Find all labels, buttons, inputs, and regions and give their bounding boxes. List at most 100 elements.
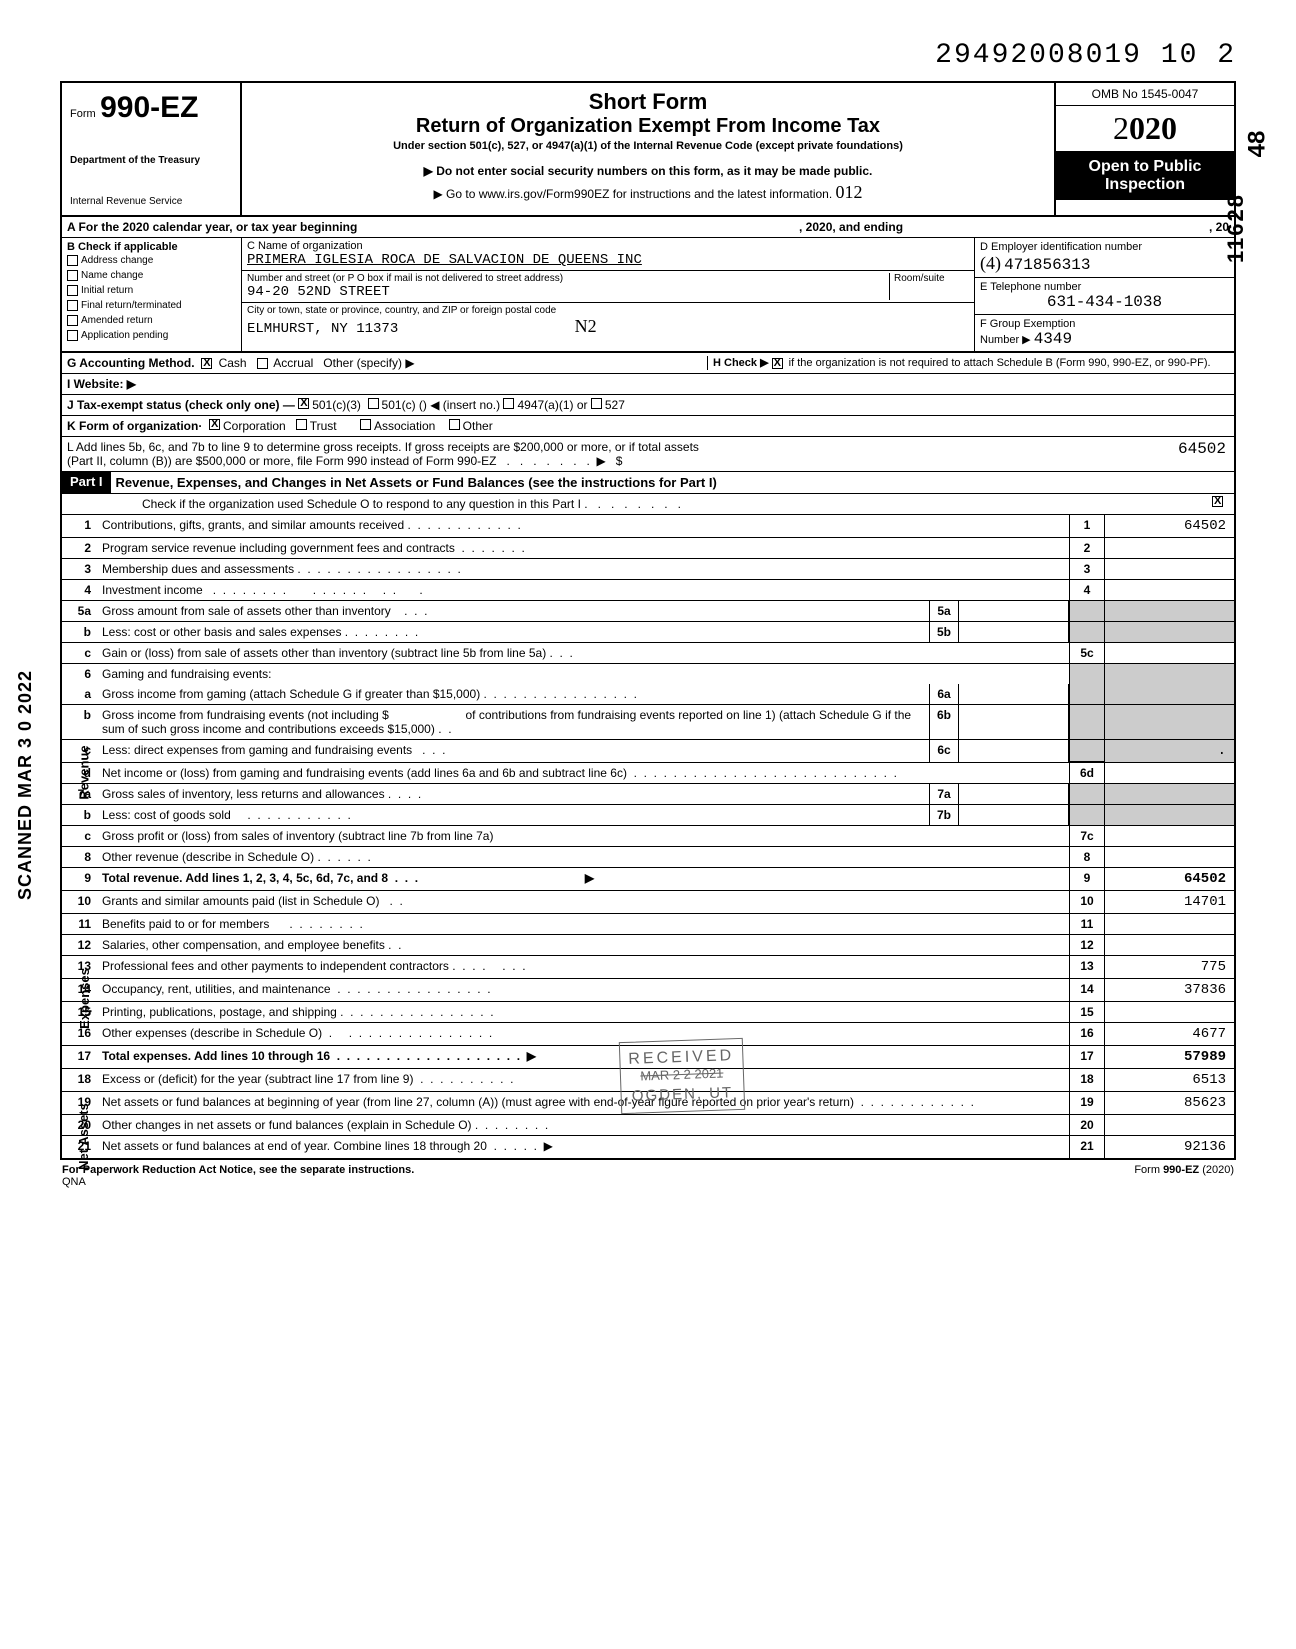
amt-4	[1104, 580, 1234, 600]
omb-number: OMB No 1545-0047	[1056, 83, 1234, 106]
check-address-change[interactable]	[67, 255, 78, 266]
check-527[interactable]	[591, 398, 602, 409]
check-schedule-o[interactable]	[1212, 496, 1223, 507]
k-label: K Form of organization·	[67, 419, 202, 433]
vert-num: 11628	[1223, 193, 1249, 263]
l-text1: L Add lines 5b, 6c, and 7b to line 9 to …	[67, 440, 1099, 454]
check-trust[interactable]	[296, 419, 307, 430]
line-6d: Net income or (loss) from gaming and fun…	[97, 763, 1069, 783]
line-7b: Less: cost of goods sold . . . . . . . .…	[97, 805, 929, 825]
line-9: Total revenue. Add lines 1, 2, 3, 4, 5c,…	[97, 868, 1069, 890]
check-h[interactable]	[772, 358, 783, 369]
ein-hand: (4)	[980, 253, 1001, 273]
line-5c: Gain or (loss) from sale of assets other…	[97, 643, 1069, 663]
netassets-label: Net Assets	[76, 1103, 91, 1170]
line-21: Net assets or fund balances at end of ye…	[97, 1136, 1069, 1158]
amt-5c	[1104, 643, 1234, 663]
goto-link: ▶ Go to www.irs.gov/Form990EZ for instru…	[250, 182, 1046, 203]
part1-check-text: Check if the organization used Schedule …	[62, 494, 1204, 514]
check-501c[interactable]	[368, 398, 379, 409]
line-15: Printing, publications, postage, and shi…	[97, 1002, 1069, 1022]
part1-label: Part I	[62, 472, 111, 493]
vert-48: 48	[1244, 131, 1272, 158]
check-name-change[interactable]	[67, 270, 78, 281]
d-label: D Employer identification number	[980, 241, 1229, 253]
amt-8	[1104, 847, 1234, 867]
check-amended-return[interactable]	[67, 315, 78, 326]
tax-year: 2020	[1056, 106, 1234, 152]
part1-title: Revenue, Expenses, and Changes in Net As…	[111, 472, 722, 493]
a-mid: , 2020, and ending	[799, 220, 903, 234]
line-7a: Gross sales of inventory, less returns a…	[97, 784, 929, 804]
line-10: Grants and similar amounts paid (list in…	[97, 891, 1069, 913]
line-5a: Gross amount from sale of assets other t…	[97, 601, 929, 621]
dept1: Department of the Treasury	[70, 155, 232, 166]
check-cash[interactable]	[201, 358, 212, 369]
line-14: Occupancy, rent, utilities, and maintena…	[97, 979, 1069, 1001]
l-amount: 64502	[1104, 437, 1234, 471]
i-label: I Website: ▶	[67, 377, 136, 391]
check-other[interactable]	[449, 419, 460, 430]
amt-6d	[1104, 763, 1234, 783]
amt-2	[1104, 538, 1234, 558]
line-6c: Less: direct expenses from gaming and fu…	[97, 740, 929, 762]
line-17: Total expenses. Add lines 10 through 16 …	[97, 1046, 1069, 1068]
check-application-pending[interactable]	[67, 330, 78, 341]
paperwork-notice: For Paperwork Reduction Act Notice, see …	[62, 1164, 414, 1176]
line-11: Benefits paid to or for members . . . . …	[97, 914, 1069, 934]
amt-9: 64502	[1104, 868, 1234, 890]
form-number: 990-EZ	[100, 91, 198, 124]
amt-7c	[1104, 826, 1234, 846]
amt-3	[1104, 559, 1234, 579]
h-text: if the organization is not required to a…	[789, 357, 1211, 369]
street-address: 94-20 52ND STREET	[247, 284, 889, 300]
line-19: Net assets or fund balances at beginning…	[97, 1092, 1069, 1114]
ssn-warning: ▶ Do not enter social security numbers o…	[250, 164, 1046, 178]
room-label: Room/suite	[894, 273, 969, 284]
a-label: A For the 2020 calendar year, or tax yea…	[67, 220, 357, 234]
l-text2: (Part II, column (B)) are $500,000 or mo…	[67, 454, 497, 468]
line-12: Salaries, other compensation, and employ…	[97, 935, 1069, 955]
return-title: Return of Organization Exempt From Incom…	[250, 115, 1046, 138]
scanned-stamp: SCANNED MAR 3 0 2022	[15, 670, 36, 900]
short-form-title: Short Form	[250, 89, 1046, 115]
line-18: Excess or (deficit) for the year (subtra…	[97, 1069, 1069, 1091]
check-accrual[interactable]	[257, 358, 268, 369]
amt-14: 37836	[1104, 979, 1234, 1001]
amt-19: 85623	[1104, 1092, 1234, 1114]
amt-12	[1104, 935, 1234, 955]
c-label: C Name of organization	[247, 240, 969, 252]
check-final-return[interactable]	[67, 300, 78, 311]
g-label: G Accounting Method.	[67, 356, 195, 370]
revenue-label: Revenue	[77, 745, 92, 799]
line-2: Program service revenue including govern…	[97, 538, 1069, 558]
phone: 631-434-1038	[980, 293, 1229, 311]
check-initial-return[interactable]	[67, 285, 78, 296]
check-501c3[interactable]	[298, 398, 309, 409]
line-20: Other changes in net assets or fund bala…	[97, 1115, 1069, 1135]
city-label: City or town, state or province, country…	[247, 305, 969, 316]
qna: QNA	[62, 1176, 86, 1188]
city-state-zip: ELMHURST, NY 11373 N2	[247, 316, 969, 337]
amt-17: 57989	[1104, 1046, 1234, 1068]
amt-20	[1104, 1115, 1234, 1135]
amt-13: 775	[1104, 956, 1234, 978]
amt-1: 64502	[1104, 515, 1234, 537]
check-association[interactable]	[360, 419, 371, 430]
f-label: F Group Exemption	[980, 318, 1229, 330]
form-footer-right: Form 990-EZ (2020)	[1134, 1164, 1234, 1188]
addr-label: Number and street (or P O box if mail is…	[247, 273, 889, 284]
amt-21: 92136	[1104, 1136, 1234, 1158]
line-8: Other revenue (describe in Schedule O) .…	[97, 847, 1069, 867]
line-13: Professional fees and other payments to …	[97, 956, 1069, 978]
line-4: Investment income . . . . . . . . . . . …	[97, 580, 1069, 600]
amt-16: 4677	[1104, 1023, 1234, 1045]
line-1: Contributions, gifts, grants, and simila…	[97, 515, 1069, 537]
line-6: Gaming and fundraising events:	[97, 664, 1069, 684]
check-corporation[interactable]	[209, 419, 220, 430]
check-4947[interactable]	[503, 398, 514, 409]
h-label: H Check ▶	[713, 357, 769, 369]
subtitle: Under section 501(c), 527, or 4947(a)(1)…	[250, 140, 1046, 152]
form-990ez: Form 990-EZ Department of the Treasury I…	[60, 81, 1236, 1160]
f-num-label: Number ▶	[980, 334, 1031, 346]
